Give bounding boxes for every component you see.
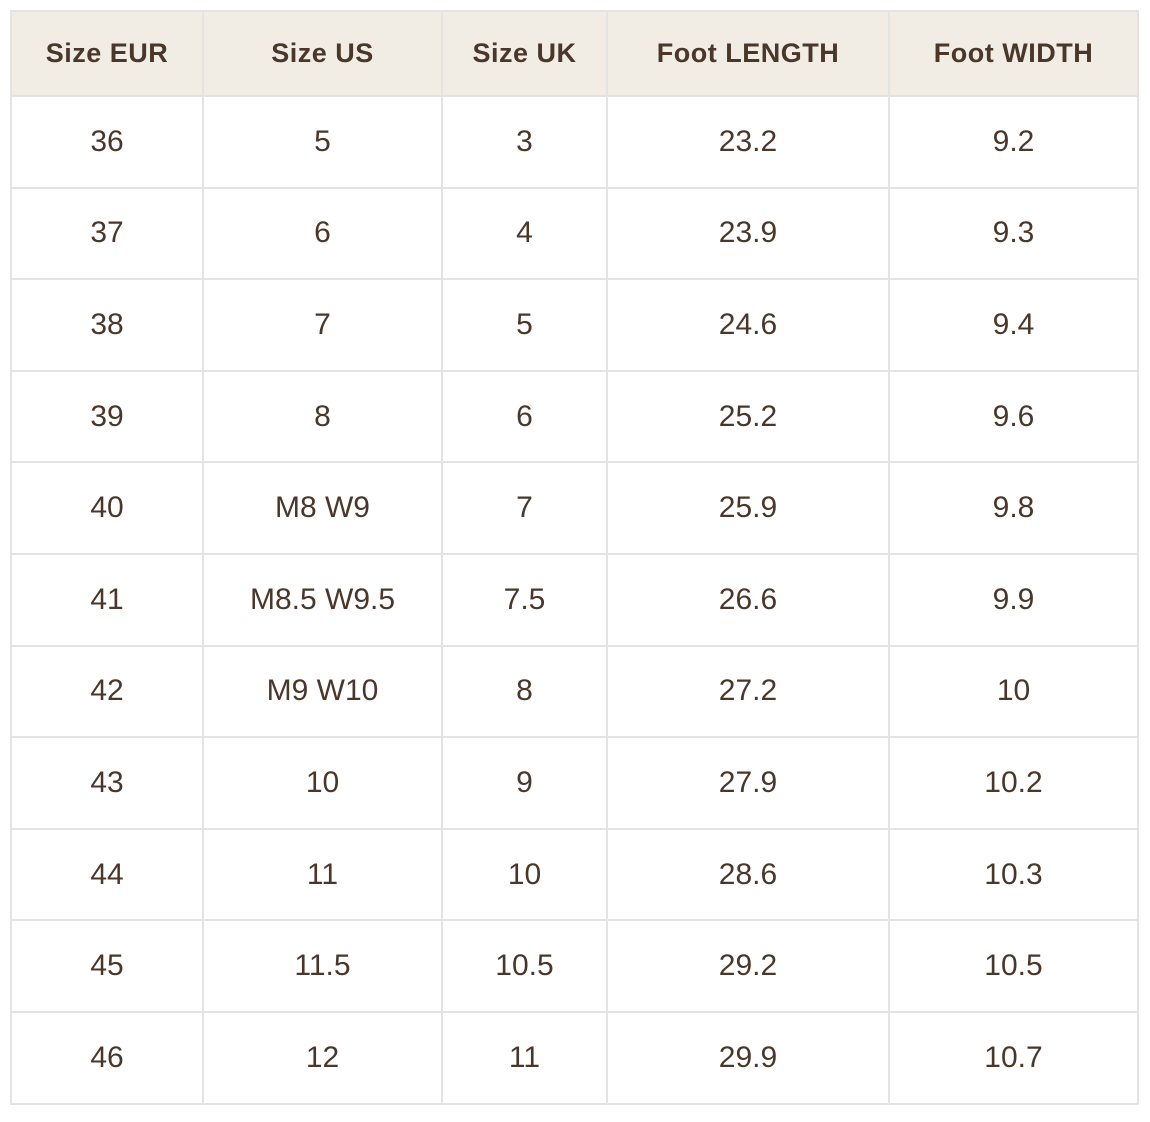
column-header: Foot LENGTH: [606, 10, 890, 97]
table-row: 42 M9 W10 8 27.2 10: [10, 644, 1139, 739]
table-cell: 42: [10, 644, 204, 739]
table-cell: 6: [202, 186, 443, 281]
table-row: 41 M8.5 W9.5 7.5 26.6 9.9: [10, 552, 1139, 647]
table-cell: 40: [10, 461, 204, 555]
table-row: 43 10 9 27.9 10.2: [10, 736, 1139, 830]
table-cell: 11: [202, 827, 443, 922]
table-cell: 10.7: [888, 1010, 1139, 1105]
table-cell: 11.5: [202, 919, 443, 1013]
table-cell: 10.2: [888, 736, 1139, 830]
table-cell: 37: [10, 186, 204, 281]
table-cell: 7: [441, 461, 608, 555]
table-cell: 8: [441, 644, 608, 739]
table-cell: M8 W9: [202, 461, 443, 555]
table-cell: 5: [202, 95, 443, 189]
size-chart-table: Size EUR Size US Size UK Foot LENGTH Foot WI…: [10, 10, 1139, 1105]
table-cell: 9: [441, 736, 608, 830]
header-row: Size EUR Size US Size UK Foot LENGTH Foot WI…: [10, 10, 1139, 97]
table-cell: 38: [10, 278, 204, 372]
table-cell: 10: [441, 827, 608, 922]
table-row: 45 11.5 10.5 29.2 10.5: [10, 919, 1139, 1013]
table-cell: 23.2: [606, 95, 890, 189]
table-cell: 6: [441, 369, 608, 464]
table-cell: 39: [10, 369, 204, 464]
table-row: 38 7 5 24.6 9.4: [10, 278, 1139, 372]
column-header: Size UK: [441, 10, 608, 97]
table-cell: 27.2: [606, 644, 890, 739]
table-cell: 9.8: [888, 461, 1139, 555]
table-cell: 43: [10, 736, 204, 830]
table-cell: 5: [441, 278, 608, 372]
table-cell: 45: [10, 919, 204, 1013]
table-cell: 4: [441, 186, 608, 281]
table-cell: 29.2: [606, 919, 890, 1013]
table-cell: 24.6: [606, 278, 890, 372]
table-cell: 12: [202, 1010, 443, 1105]
table-row: 36 5 3 23.2 9.2: [10, 95, 1139, 189]
table-row: 44 11 10 28.6 10.3: [10, 827, 1139, 922]
table-cell: 27.9: [606, 736, 890, 830]
table-cell: 10: [202, 736, 443, 830]
table-cell: 23.9: [606, 186, 890, 281]
table-cell: 9.4: [888, 278, 1139, 372]
table-cell: 26.6: [606, 552, 890, 647]
table-cell: 10.5: [888, 919, 1139, 1013]
table-cell: 41: [10, 552, 204, 647]
table-cell: 10.3: [888, 827, 1139, 922]
table-cell: M8.5 W9.5: [202, 552, 443, 647]
table-cell: 46: [10, 1010, 204, 1105]
table-cell: 8: [202, 369, 443, 464]
table-row: 40 M8 W9 7 25.9 9.8: [10, 461, 1139, 555]
table-cell: 3: [441, 95, 608, 189]
table-cell: 25.9: [606, 461, 890, 555]
table-row: 39 8 6 25.2 9.6: [10, 369, 1139, 464]
table-cell: 9.3: [888, 186, 1139, 281]
table-cell: 44: [10, 827, 204, 922]
table-row: 37 6 4 23.9 9.3: [10, 186, 1139, 281]
table-row: 46 12 11 29.9 10.7: [10, 1010, 1139, 1105]
table-cell: 25.2: [606, 369, 890, 464]
table-cell: 10: [888, 644, 1139, 739]
table-cell: 11: [441, 1010, 608, 1105]
table-cell: 9.6: [888, 369, 1139, 464]
table-cell: 7: [202, 278, 443, 372]
table-cell: 9.9: [888, 552, 1139, 647]
table-cell: 10.5: [441, 919, 608, 1013]
column-header: Size US: [202, 10, 443, 97]
table-cell: 29.9: [606, 1010, 890, 1105]
column-header: Size EUR: [10, 10, 204, 97]
table-cell: 7.5: [441, 552, 608, 647]
table-cell: 36: [10, 95, 204, 189]
table-cell: M9 W10: [202, 644, 443, 739]
table-cell: 28.6: [606, 827, 890, 922]
column-header: Foot WIDTH: [888, 10, 1139, 97]
table-cell: 9.2: [888, 95, 1139, 189]
